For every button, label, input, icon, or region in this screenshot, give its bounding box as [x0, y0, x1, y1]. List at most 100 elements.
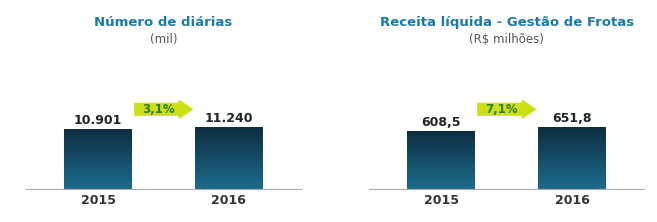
Bar	[64, 178, 132, 179]
Text: Receita líquida - Gestão de Frotas: Receita líquida - Gestão de Frotas	[380, 16, 634, 29]
Bar	[538, 165, 606, 166]
Bar	[64, 154, 132, 155]
Bar	[64, 130, 132, 131]
Text: 3,1%: 3,1%	[143, 103, 175, 116]
Bar	[195, 145, 263, 146]
Bar	[538, 164, 606, 165]
Bar	[538, 152, 606, 153]
Bar	[195, 130, 263, 131]
Bar	[407, 143, 475, 144]
Bar	[64, 160, 132, 161]
Text: 651,8: 651,8	[553, 112, 592, 125]
Bar	[195, 176, 263, 177]
Bar	[195, 170, 263, 171]
Bar	[195, 143, 263, 144]
Bar	[64, 174, 132, 175]
Bar	[407, 168, 475, 169]
Bar	[195, 142, 263, 143]
Bar	[538, 139, 606, 140]
Bar	[538, 186, 606, 187]
Bar	[538, 168, 606, 169]
Bar	[64, 139, 132, 140]
Bar	[407, 147, 475, 148]
Bar	[195, 127, 263, 128]
Bar	[407, 153, 475, 154]
Bar	[407, 180, 475, 181]
Bar	[64, 172, 132, 173]
Bar	[538, 184, 606, 185]
Bar	[407, 160, 475, 161]
Bar	[407, 149, 475, 150]
Bar	[538, 132, 606, 133]
Bar	[538, 138, 606, 139]
Bar	[64, 170, 132, 171]
Bar	[195, 138, 263, 139]
Bar	[195, 158, 263, 159]
Bar	[538, 153, 606, 154]
Bar	[64, 140, 132, 141]
Bar	[64, 150, 132, 151]
Bar	[64, 162, 132, 163]
Bar	[195, 160, 263, 161]
Bar	[538, 134, 606, 135]
Bar	[195, 172, 263, 173]
Bar	[538, 188, 606, 189]
Bar	[64, 169, 132, 170]
Bar	[64, 186, 132, 187]
Bar	[538, 182, 606, 183]
Bar	[195, 173, 263, 174]
Bar	[195, 188, 263, 189]
Bar	[538, 136, 606, 137]
Bar	[195, 177, 263, 178]
Bar	[407, 157, 475, 158]
Bar	[195, 181, 263, 182]
Bar	[64, 173, 132, 174]
Bar	[538, 130, 606, 131]
Bar	[195, 149, 263, 150]
Bar	[195, 167, 263, 168]
Bar	[195, 175, 263, 176]
Bar	[195, 166, 263, 167]
Bar	[64, 177, 132, 178]
Bar	[64, 175, 132, 176]
Text: Número de diárias: Número de diárias	[95, 16, 233, 29]
Bar	[538, 151, 606, 152]
Bar	[407, 164, 475, 165]
Bar	[195, 164, 263, 165]
Bar	[538, 180, 606, 181]
Bar	[64, 143, 132, 144]
Bar	[538, 148, 606, 149]
Bar	[538, 169, 606, 170]
Bar	[538, 171, 606, 172]
Bar	[538, 135, 606, 136]
Bar	[195, 174, 263, 175]
Bar	[195, 153, 263, 154]
Bar	[538, 187, 606, 188]
Bar	[195, 184, 263, 185]
Bar	[64, 137, 132, 138]
Bar	[538, 173, 606, 174]
Bar	[195, 156, 263, 157]
Bar	[407, 159, 475, 160]
Bar	[407, 179, 475, 180]
Bar	[195, 183, 263, 184]
Bar	[195, 136, 263, 137]
Bar	[195, 171, 263, 172]
Bar	[64, 188, 132, 189]
Bar	[195, 162, 263, 163]
Bar	[538, 162, 606, 163]
Bar	[195, 179, 263, 180]
Bar	[407, 186, 475, 187]
Bar	[195, 141, 263, 142]
Bar	[407, 155, 475, 156]
Bar	[407, 132, 475, 133]
Bar	[407, 181, 475, 182]
Bar	[538, 145, 606, 146]
Bar	[64, 146, 132, 147]
Bar	[407, 136, 475, 137]
Bar	[538, 144, 606, 145]
Bar	[407, 133, 475, 134]
Bar	[538, 158, 606, 159]
Bar	[64, 141, 132, 142]
Bar	[538, 172, 606, 173]
